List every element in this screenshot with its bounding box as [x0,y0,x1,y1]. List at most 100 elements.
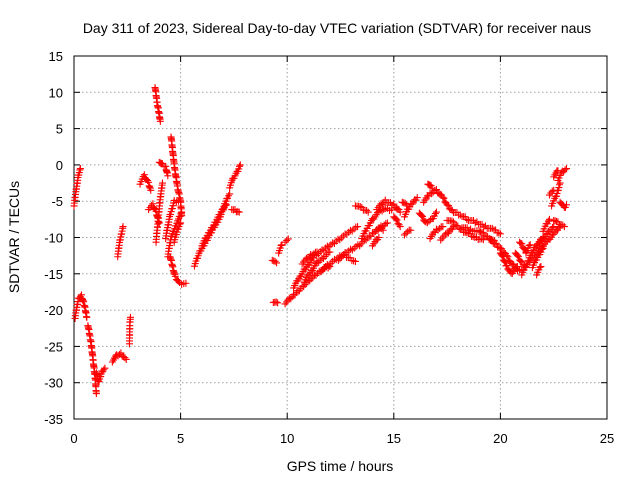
data-point [226,190,234,198]
data-point [126,313,134,321]
data-point [101,364,109,372]
data-point [537,263,545,271]
y-tick-label: -10 [44,231,63,246]
x-tick-label: 20 [493,431,507,446]
data-point [413,194,421,202]
data-point [508,260,516,268]
data-point [346,226,354,234]
data-point [554,167,562,175]
data-point [440,194,448,202]
data-point [216,211,224,219]
data-point [561,166,569,174]
y-tick-label: 0 [56,158,63,173]
data-point [122,355,130,363]
x-tick-label: 10 [280,431,294,446]
data-point [319,266,327,274]
data-point [463,216,471,224]
x-tick-label: 15 [387,431,401,446]
data-point [486,235,494,243]
data-point [539,244,547,252]
data-point [156,117,164,125]
data-point [277,241,285,249]
data-point [318,246,326,254]
data-point [449,218,457,226]
data-point [419,212,427,220]
data-point [363,206,371,214]
data-point [336,255,344,263]
data-point [488,224,496,232]
data-point [444,202,452,210]
y-tick-label: -25 [44,339,63,354]
data-point [177,219,185,227]
data-point [283,236,291,244]
data-point [513,263,521,271]
data-point [432,186,440,194]
data-point [548,223,556,231]
data-point [501,258,509,266]
y-tick-label: -35 [44,412,63,427]
y-tick-label: 10 [49,85,63,100]
axis-ticks: 0 5 10 15 20 25 15 10 5 0 -5 -10 -15 -20 -25 -30 -35 [44,49,614,446]
y-axis-label: SDTVAR / TECUs [6,181,22,293]
data-point [307,251,315,259]
data-point [428,184,436,192]
data-point [273,259,281,267]
data-point [235,162,243,170]
data-point [423,219,431,227]
data-point [555,181,563,189]
data-point [487,235,495,243]
data-point [380,205,388,213]
data-point [92,390,100,398]
data-point [503,261,511,269]
data-point [431,210,439,218]
data-point [351,257,359,265]
data-point [562,201,570,209]
data-point [559,221,567,229]
x-axis-label: GPS time / hours [287,458,394,474]
data-point [418,211,426,219]
data-point [222,201,230,209]
data-point [432,208,440,216]
data-point [158,179,166,187]
data-point [350,257,358,265]
data-points [70,84,570,398]
data-point [560,223,568,231]
y-tick-label: -30 [44,376,63,391]
data-point [271,257,279,265]
data-point [436,224,444,232]
data-point [390,200,398,208]
data-point [76,165,84,173]
data-point [550,223,558,231]
data-point [478,235,486,243]
y-tick-label: -5 [51,194,63,209]
data-point [515,252,523,260]
data-point [404,228,412,236]
data-point [402,229,410,237]
data-point [171,272,179,280]
data-point [149,200,157,208]
data-point [324,264,332,272]
data-point [432,225,440,233]
x-tick-label: 25 [600,431,614,446]
data-point [456,211,464,219]
y-tick-label: -15 [44,267,63,282]
y-tick-label: -20 [44,303,63,318]
data-point [323,242,331,250]
data-point [334,235,342,243]
data-point [378,225,386,233]
data-point [396,223,404,231]
chart-title: Day 311 of 2023, Sidereal Day-to-day VTE… [83,20,591,36]
data-point [545,215,553,223]
data-point [407,226,415,234]
data-point [454,222,462,230]
data-point [284,235,292,243]
data-point [392,215,400,223]
data-point [354,241,362,249]
data-point [329,239,337,247]
data-point [513,251,521,259]
data-point [354,223,362,231]
data-point [313,248,321,256]
data-point [517,257,525,265]
data-point [471,219,479,227]
data-point [518,258,526,266]
